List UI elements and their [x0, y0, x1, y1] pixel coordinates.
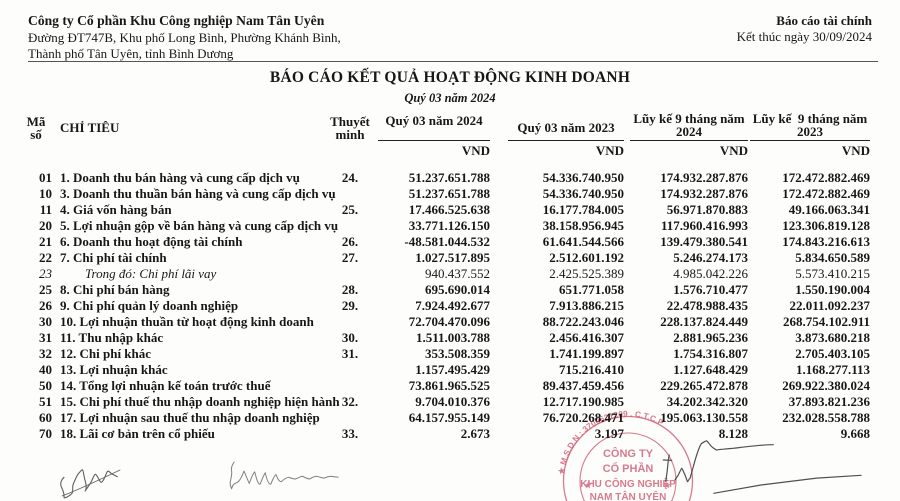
svg-text:KHU CÔNG NGHIỆP: KHU CÔNG NGHIỆP [580, 477, 676, 490]
svg-text:CÔNG TY: CÔNG TY [603, 447, 654, 460]
svg-text:★: ★ [584, 481, 592, 490]
svg-text:NAM TÂN UYÊN: NAM TÂN UYÊN [590, 490, 667, 501]
svg-text:★: ★ [663, 481, 671, 490]
svg-text:CỔ PHẦN: CỔ PHẦN [603, 462, 654, 475]
